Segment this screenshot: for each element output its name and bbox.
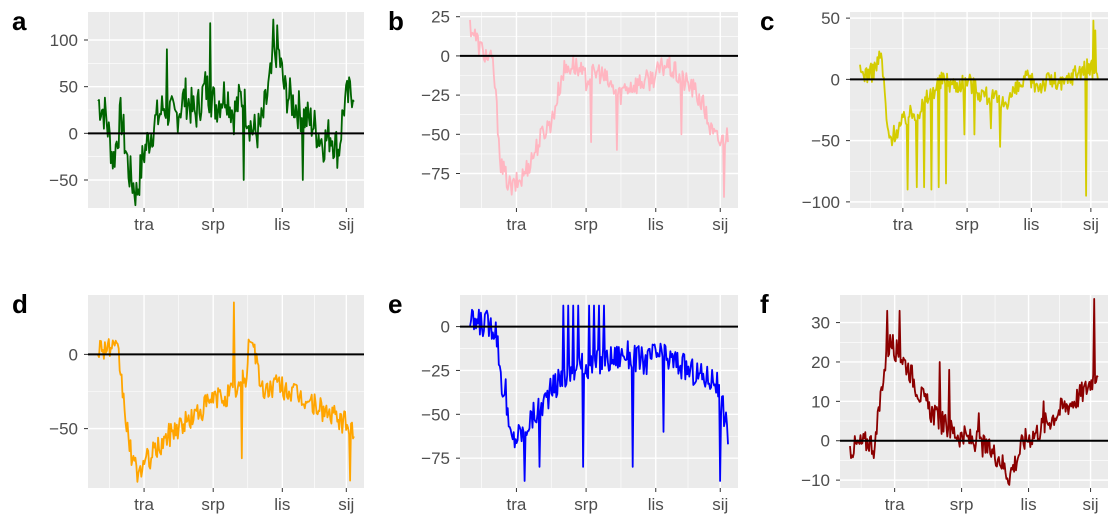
x-tick-label: lis bbox=[274, 495, 290, 514]
panel-c: c −100 −50 0 50 tra srp lis sij bbox=[760, 6, 1108, 234]
y-tick-label: 0 bbox=[441, 318, 450, 337]
x-tick-label: tra bbox=[134, 215, 154, 234]
y-tick-label: −25 bbox=[421, 86, 450, 105]
x-tick-label: tra bbox=[507, 495, 527, 514]
x-tick-label: sij bbox=[712, 495, 728, 514]
y-tick-label: −50 bbox=[421, 125, 450, 144]
x-tick-label: sij bbox=[338, 215, 354, 234]
panel-e: e −75 −50 −25 0 tra srp lis sij bbox=[388, 289, 738, 514]
x-tick-label: srp bbox=[201, 495, 225, 514]
series-line-a bbox=[97, 18, 355, 207]
y-tick-label: 10 bbox=[811, 392, 830, 411]
x-tick-label: srp bbox=[955, 215, 979, 234]
x-tick-label: lis bbox=[648, 495, 664, 514]
series-line-f bbox=[849, 298, 1099, 486]
y-tick-label: −25 bbox=[421, 361, 450, 380]
x-tick-label: lis bbox=[274, 215, 290, 234]
y-tick-label: −50 bbox=[49, 420, 78, 439]
plot-background bbox=[840, 295, 1108, 488]
y-tick-label: −10 bbox=[801, 471, 830, 490]
y-tick-label: 20 bbox=[811, 353, 830, 372]
panel-label-d: d bbox=[12, 289, 28, 319]
x-tick-label: sij bbox=[1083, 215, 1099, 234]
y-tick-label: 50 bbox=[821, 9, 840, 28]
y-tick-label: −75 bbox=[421, 165, 450, 184]
x-tick-label: srp bbox=[201, 215, 225, 234]
panel-d: d −50 0 tra srp lis sij bbox=[12, 289, 364, 514]
y-tick-label: −50 bbox=[49, 171, 78, 190]
y-tick-label: 50 bbox=[59, 78, 78, 97]
series-line-b bbox=[469, 19, 729, 198]
x-tick-label: lis bbox=[1021, 495, 1037, 514]
y-tick-label: −100 bbox=[802, 193, 840, 212]
x-tick-label: sij bbox=[338, 495, 354, 514]
x-tick-label: sij bbox=[712, 215, 728, 234]
panel-f: f −10 0 10 20 30 tra srp lis sij bbox=[760, 289, 1108, 514]
x-tick-label: srp bbox=[574, 495, 598, 514]
x-tick-label: srp bbox=[950, 495, 974, 514]
plot-background bbox=[460, 12, 738, 208]
series-line-d bbox=[97, 301, 355, 483]
y-tick-label: 100 bbox=[50, 31, 78, 50]
x-tick-label: lis bbox=[648, 215, 664, 234]
series-line-e bbox=[469, 304, 729, 482]
y-tick-label: 25 bbox=[431, 8, 450, 27]
x-tick-label: tra bbox=[893, 215, 913, 234]
y-tick-label: −50 bbox=[421, 405, 450, 424]
y-tick-label: 0 bbox=[441, 47, 450, 66]
y-tick-label: 0 bbox=[831, 70, 840, 89]
series-line-c bbox=[859, 19, 1099, 197]
x-tick-label: lis bbox=[1023, 215, 1039, 234]
x-tick-label: tra bbox=[134, 495, 154, 514]
panel-b: b −75 −50 −25 0 25 tra srp lis sij bbox=[388, 6, 738, 234]
y-tick-label: 30 bbox=[811, 314, 830, 333]
panel-label-a: a bbox=[12, 6, 27, 36]
x-tick-label: sij bbox=[1083, 495, 1099, 514]
y-tick-label: −50 bbox=[811, 132, 840, 151]
y-tick-label: 0 bbox=[69, 345, 78, 364]
panel-label-e: e bbox=[388, 289, 402, 319]
panel-label-b: b bbox=[388, 6, 404, 36]
x-tick-label: srp bbox=[574, 215, 598, 234]
y-tick-label: −75 bbox=[421, 449, 450, 468]
y-tick-label: 0 bbox=[821, 432, 830, 451]
panel-label-c: c bbox=[760, 6, 774, 36]
y-tick-label: 0 bbox=[69, 124, 78, 143]
x-tick-label: tra bbox=[885, 495, 905, 514]
panel-label-f: f bbox=[760, 289, 769, 319]
x-tick-label: tra bbox=[507, 215, 527, 234]
panel-a: a −50 0 50 100 tra srp lis sij bbox=[12, 6, 364, 234]
